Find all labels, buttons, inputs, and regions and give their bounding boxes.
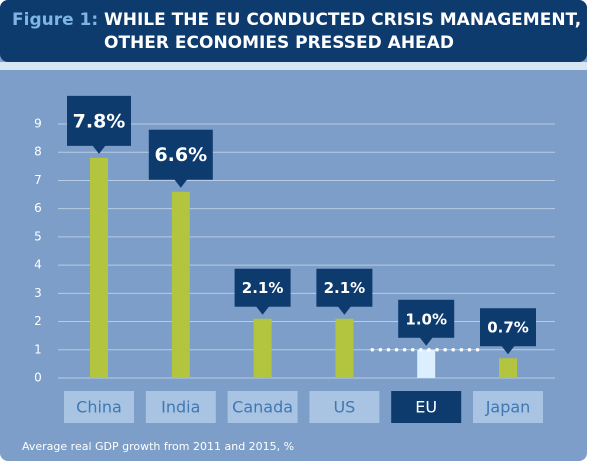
- x-tick-label: India: [161, 398, 200, 417]
- y-tick-label: 0: [34, 371, 42, 385]
- value-label: 2.1%: [242, 279, 284, 297]
- x-tick-label: China: [76, 398, 122, 417]
- bar: [171, 191, 190, 378]
- x-tick-label: Canada: [232, 398, 293, 417]
- figure-label: Figure 1:: [12, 10, 98, 30]
- title-separator: [0, 62, 587, 70]
- footnote: Average real GDP growth from 2011 and 20…: [22, 440, 294, 453]
- y-tick-label: 2: [34, 314, 42, 328]
- y-tick-label: 1: [34, 342, 42, 356]
- x-tick-label: Japan: [485, 398, 531, 417]
- callout-pointer: [501, 345, 515, 355]
- bar: [499, 358, 517, 378]
- value-callout: [316, 268, 373, 307]
- x-tick-label: EU: [415, 398, 437, 417]
- category-box: [391, 391, 462, 423]
- y-tick-label: 7: [34, 173, 42, 187]
- y-tick-label: 9: [34, 117, 42, 131]
- y-tick-label: 8: [34, 145, 42, 159]
- callout-pointer: [337, 305, 352, 315]
- callout-pointer: [92, 144, 106, 154]
- value-callout: [480, 308, 536, 347]
- category-box: [64, 391, 134, 423]
- bar: [417, 349, 436, 378]
- value-label: 6.6%: [154, 144, 207, 166]
- category-box: [227, 391, 298, 423]
- value-label: 1.0%: [405, 310, 447, 328]
- y-tick-label: 4: [34, 258, 42, 272]
- value-callout: [67, 95, 131, 146]
- chart-title: OTHER ECONOMIES PRESSED AHEAD: [104, 33, 454, 53]
- chart-title: WHILE THE EU CONDUCTED CRISIS MANAGEMENT…: [104, 10, 581, 30]
- y-tick-label: 3: [34, 286, 42, 300]
- bar: [335, 318, 354, 378]
- bar: [253, 318, 272, 378]
- value-callout: [398, 299, 455, 338]
- callout-pointer: [255, 305, 270, 315]
- value-label: 0.7%: [487, 319, 529, 337]
- category-box: [309, 391, 380, 423]
- callout-pointer: [173, 178, 188, 188]
- title-bar: [0, 0, 587, 62]
- category-box: [145, 391, 216, 423]
- callout-pointer: [419, 336, 434, 346]
- value-label: 2.1%: [324, 279, 366, 297]
- y-tick-label: 5: [34, 229, 42, 243]
- value-label: 7.8%: [73, 110, 126, 132]
- value-callout: [234, 268, 291, 307]
- bar: [90, 157, 108, 378]
- category-box: [473, 391, 543, 423]
- y-tick-label: 6: [34, 201, 42, 215]
- value-callout: [148, 129, 213, 180]
- x-tick-label: US: [333, 398, 355, 417]
